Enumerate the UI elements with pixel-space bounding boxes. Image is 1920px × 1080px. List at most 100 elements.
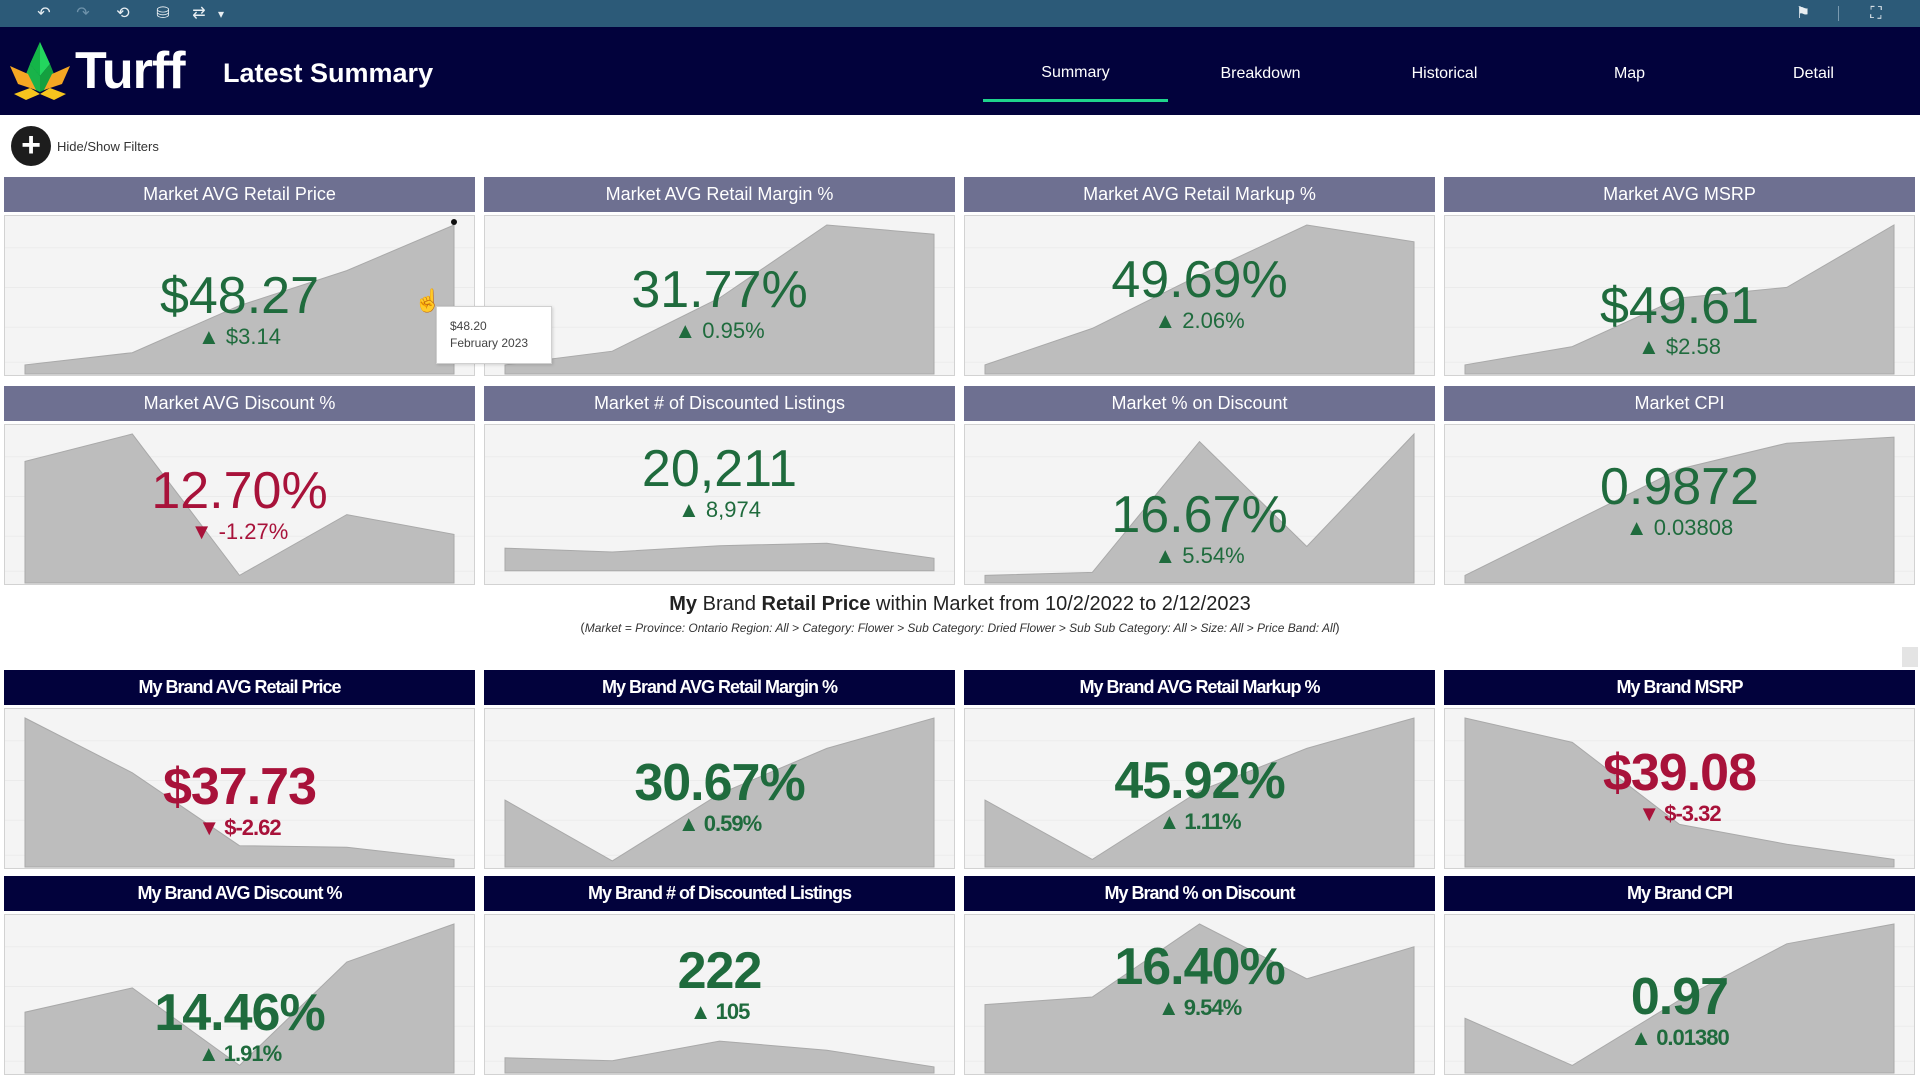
triangle-up-icon: ▲ — [198, 324, 220, 349]
tab-historical[interactable]: Historical — [1352, 27, 1537, 115]
hide-show-filters-button[interactable]: + Hide/Show Filters — [11, 126, 159, 166]
kpi-figure: 49.69% ▲ 2.06% — [965, 252, 1434, 334]
kpi-delta: ▲ 1.11% — [965, 809, 1434, 835]
kpi-card-title: My Brand AVG Discount % — [4, 876, 475, 911]
turff-logo-icon — [10, 42, 70, 100]
sparkline-chart[interactable]: 12.70% ▼ -1.27% — [4, 424, 475, 585]
sparkline-chart[interactable]: 30.67% ▲ 0.59% — [484, 708, 955, 869]
sparkline-chart[interactable]: $37.73 ▼ $-2.62 — [4, 708, 475, 869]
kpi-figure: $39.08 ▼ $-3.32 — [1445, 745, 1914, 827]
kpi-figure: 31.77% ▲ 0.95% — [485, 262, 954, 344]
kpi-card-title: Market % on Discount — [964, 386, 1435, 421]
sparkline-chart[interactable]: 14.46% ▲ 1.91% — [4, 914, 475, 1075]
kpi-value: 0.97 — [1630, 968, 1729, 1026]
sparkline-chart[interactable]: 20,211 ▲ 8,974 — [484, 424, 955, 585]
tooltip-value: $48.20 — [450, 319, 487, 333]
triangle-up-icon: ▲ — [1158, 809, 1180, 834]
triangle-up-icon: ▲ — [674, 318, 697, 343]
kpi-card-title: Market AVG Retail Margin % — [484, 177, 955, 212]
kpi-card-market-avg-discount: Market AVG Discount % 12.70% ▼ -1.27% — [4, 386, 475, 585]
triangle-up-icon: ▲ — [689, 999, 712, 1024]
kpi-value: 0.9872 — [1599, 458, 1760, 516]
scrollbar-thumb[interactable] — [1902, 647, 1918, 667]
section-title-bold-my: My — [669, 593, 698, 615]
kpi-figure: 30.67% ▲ 0.59% — [485, 755, 954, 837]
kpi-card-title: My Brand MSRP — [1444, 670, 1915, 705]
app-header: Turff Latest Summary Summary Breakdown H… — [0, 27, 1920, 115]
kpi-delta-value: 105 — [715, 999, 751, 1024]
undo-icon[interactable]: ↶ — [37, 5, 51, 22]
kpi-figure: 222 ▲ 105 — [485, 943, 954, 1025]
kpi-delta: ▼ $-2.62 — [5, 815, 474, 841]
section-subtitle: (Market = Province: Ontario Region: All … — [580, 620, 1340, 635]
tab-map-label: Map — [1613, 65, 1646, 82]
kpi-card-title: My Brand CPI — [1444, 876, 1915, 911]
share-icon[interactable]: ⚑ — [1795, 5, 1811, 22]
data-source-icon[interactable]: ⛁ — [156, 5, 170, 22]
sparkline-chart[interactable]: $49.61 ▲ $2.58 — [1444, 215, 1915, 376]
sparkline-area — [965, 432, 1434, 584]
kpi-value: $49.61 — [1599, 277, 1760, 335]
sparkline-area — [1445, 224, 1914, 375]
tab-breakdown[interactable]: Breakdown — [1168, 27, 1353, 115]
tab-summary-label: Summary — [1041, 64, 1110, 81]
kpi-delta: ▲ $3.14 — [5, 324, 474, 350]
kpi-card-title: Market # of Discounted Listings — [484, 386, 955, 421]
triangle-down-icon: ▼ — [190, 519, 213, 544]
hide-show-filters-label: Hide/Show Filters — [57, 138, 159, 154]
kpi-card-my-brand-avg-discount: My Brand AVG Discount % 14.46% ▲ 1.91% — [4, 876, 475, 1075]
sparkline-chart[interactable]: 31.77% ▲ 0.95% — [484, 215, 955, 376]
kpi-figure: 14.46% ▲ 1.91% — [5, 985, 474, 1067]
kpi-card-title: Market AVG MSRP — [1444, 177, 1915, 212]
kpi-figure: 16.40% ▲ 9.54% — [965, 939, 1434, 1021]
sparkline-chart[interactable]: $39.08 ▼ $-3.32 — [1444, 708, 1915, 869]
sparkline-chart[interactable]: 49.69% ▲ 2.06% — [964, 215, 1435, 376]
redo-icon[interactable]: ↷ — [76, 5, 90, 22]
tab-detail-label: Detail — [1793, 65, 1834, 82]
market-filter-description: Market = Province: Ontario Region: All >… — [584, 621, 1336, 635]
chevron-down-icon[interactable]: ▾ — [217, 7, 225, 21]
fullscreen-icon[interactable]: ⛶ — [1870, 5, 1882, 22]
brand-name: Turff — [75, 42, 186, 100]
kpi-card-my-brand-of-discounted-listings: My Brand # of Discounted Listings 222 ▲ 10… — [484, 876, 955, 1075]
kpi-card-market-on-discount: Market % on Discount 16.67% ▲ 5.54% — [964, 386, 1435, 585]
kpi-delta-value: 0.03808 — [1653, 515, 1734, 540]
kpi-value: $37.73 — [162, 758, 317, 816]
kpi-value: 30.67% — [634, 754, 805, 812]
kpi-value: $39.08 — [1602, 744, 1757, 802]
kpi-delta: ▲ 0.03808 — [1445, 515, 1914, 541]
kpi-card-my-brand-avg-retail-markup: My Brand AVG Retail Markup % 45.92% ▲ 1.11… — [964, 670, 1435, 869]
kpi-card-market-avg-retail-margin: Market AVG Retail Margin % 31.77% ▲ 0.95% — [484, 177, 955, 376]
tab-detail[interactable]: Detail — [1721, 27, 1906, 115]
kpi-card-title: My Brand # of Discounted Listings — [484, 876, 955, 911]
kpi-delta-value: $2.58 — [1665, 334, 1721, 359]
sparkline-area — [5, 433, 474, 584]
sparkline-chart[interactable]: 0.97 ▲ 0.01380 — [1444, 914, 1915, 1075]
toolbar-divider — [1838, 6, 1839, 21]
kpi-delta: ▲ 1.91% — [5, 1041, 474, 1067]
pause-updates-icon[interactable]: ⇄ — [192, 5, 206, 22]
kpi-value: 45.92% — [1114, 752, 1285, 810]
page-title: Latest Summary — [223, 58, 434, 88]
highlighted-data-point[interactable] — [451, 219, 457, 225]
kpi-delta: ▲ 0.95% — [485, 318, 954, 344]
sparkline-chart[interactable]: 0.9872 ▲ 0.03808 — [1444, 424, 1915, 585]
tab-historical-label: Historical — [1411, 65, 1478, 82]
revert-icon[interactable]: ⟲ — [116, 5, 130, 22]
kpi-delta-value: -1.27% — [218, 519, 289, 544]
sparkline-chart[interactable]: 222 ▲ 105 — [484, 914, 955, 1075]
tab-map[interactable]: Map — [1537, 27, 1722, 115]
sparkline-chart[interactable]: $48.27 ▲ $3.14 — [4, 215, 475, 376]
kpi-delta-value: $3.14 — [225, 324, 281, 349]
sparkline-chart[interactable]: 16.40% ▲ 9.54% — [964, 914, 1435, 1075]
kpi-card-title: My Brand AVG Retail Margin % — [484, 670, 955, 705]
tab-summary[interactable]: Summary — [983, 27, 1168, 115]
kpi-delta: ▼ $-3.32 — [1445, 801, 1914, 827]
sparkline-area — [485, 456, 954, 572]
tooltip-date: February 2023 — [450, 336, 529, 350]
kpi-card-market-avg-msrp: Market AVG MSRP $49.61 ▲ $2.58 — [1444, 177, 1915, 376]
sparkline-chart[interactable]: 16.67% ▲ 5.54% — [964, 424, 1435, 585]
tableau-toolbar: ↶ ↷ ⟲ ⛁ ⇄ ▾ ⚑ ⛶ — [0, 0, 1920, 27]
sparkline-chart[interactable]: 45.92% ▲ 1.11% — [964, 708, 1435, 869]
kpi-value: 16.67% — [1111, 486, 1288, 544]
